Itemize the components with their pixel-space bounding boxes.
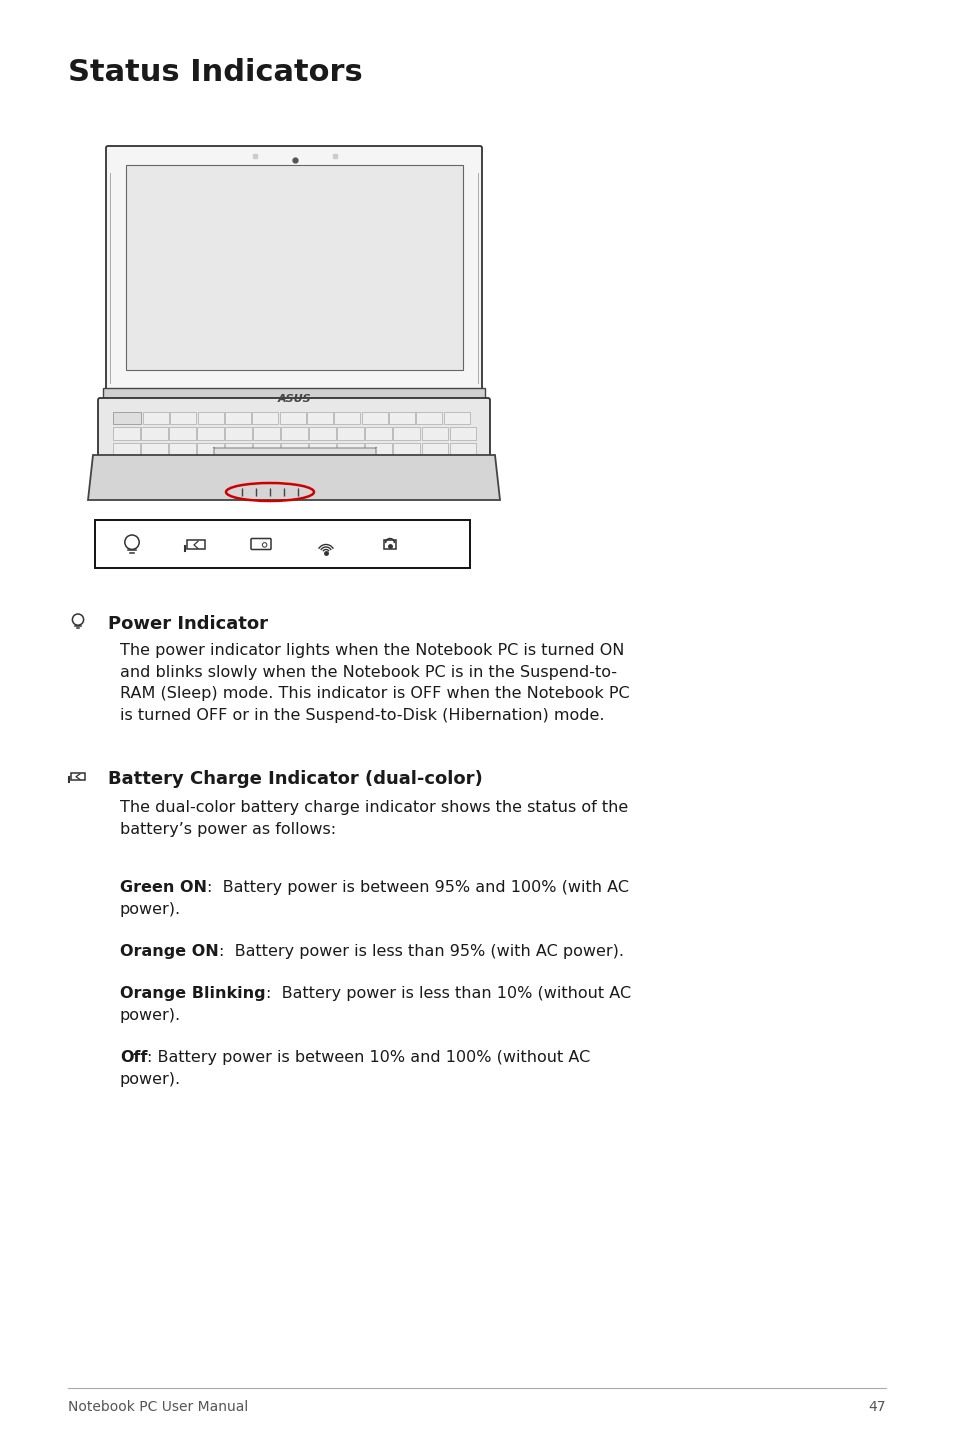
Text: The dual-color battery charge indicator shows the status of the
battery’s power : The dual-color battery charge indicator … bbox=[120, 800, 628, 837]
Bar bbox=[421, 443, 448, 456]
Bar bbox=[253, 459, 280, 472]
Bar bbox=[169, 475, 195, 487]
Text: : Battery power is between 10% and 100% (without AC: : Battery power is between 10% and 100% … bbox=[148, 1050, 590, 1066]
Bar bbox=[169, 427, 195, 440]
Bar bbox=[169, 443, 195, 456]
Bar bbox=[112, 427, 140, 440]
Bar bbox=[141, 443, 168, 456]
Bar bbox=[307, 413, 333, 424]
Bar bbox=[197, 475, 224, 487]
Text: Notebook PC User Manual: Notebook PC User Manual bbox=[68, 1401, 248, 1414]
Bar bbox=[197, 443, 224, 456]
Bar bbox=[197, 427, 224, 440]
Bar bbox=[443, 413, 469, 424]
Text: :  Battery power is between 95% and 100% (with AC: : Battery power is between 95% and 100% … bbox=[207, 880, 628, 894]
Bar bbox=[309, 443, 335, 456]
Bar bbox=[71, 772, 85, 779]
Bar bbox=[225, 443, 252, 456]
Text: power).: power). bbox=[120, 1008, 181, 1022]
Bar bbox=[225, 427, 252, 440]
Text: Orange ON: Orange ON bbox=[120, 943, 218, 959]
FancyBboxPatch shape bbox=[98, 398, 490, 457]
Bar bbox=[337, 443, 364, 456]
Bar bbox=[365, 459, 392, 472]
Bar bbox=[337, 427, 364, 440]
Bar bbox=[393, 427, 420, 440]
Bar bbox=[309, 427, 335, 440]
Bar bbox=[393, 459, 420, 472]
Bar bbox=[337, 459, 364, 472]
Bar bbox=[171, 413, 196, 424]
Text: :  Battery power is less than 95% (with AC power).: : Battery power is less than 95% (with A… bbox=[218, 943, 623, 959]
Bar bbox=[421, 427, 448, 440]
Bar bbox=[141, 427, 168, 440]
Text: Status Indicators: Status Indicators bbox=[68, 58, 362, 88]
Bar bbox=[337, 475, 364, 487]
Bar bbox=[112, 459, 140, 472]
Bar bbox=[361, 413, 387, 424]
Text: power).: power). bbox=[120, 902, 181, 917]
Bar bbox=[281, 427, 308, 440]
Bar bbox=[95, 521, 470, 568]
Bar bbox=[365, 427, 392, 440]
Bar bbox=[141, 459, 168, 472]
Bar bbox=[143, 413, 169, 424]
Bar bbox=[253, 443, 280, 456]
FancyBboxPatch shape bbox=[106, 147, 481, 390]
Bar bbox=[335, 413, 360, 424]
Bar bbox=[112, 475, 140, 487]
Bar bbox=[281, 475, 308, 487]
Bar bbox=[112, 413, 141, 424]
Text: Green ON: Green ON bbox=[120, 880, 207, 894]
Bar bbox=[393, 443, 420, 456]
Bar bbox=[421, 475, 448, 487]
Bar bbox=[103, 388, 484, 400]
Text: Off: Off bbox=[120, 1050, 148, 1066]
Bar bbox=[281, 443, 308, 456]
Bar bbox=[169, 459, 195, 472]
Text: Battery Charge Indicator (dual-color): Battery Charge Indicator (dual-color) bbox=[108, 769, 482, 788]
Polygon shape bbox=[88, 454, 499, 500]
Bar bbox=[383, 541, 395, 548]
Bar bbox=[449, 443, 476, 456]
Text: The power indicator lights when the Notebook PC is turned ON
and blinks slowly w: The power indicator lights when the Note… bbox=[120, 643, 629, 723]
Bar bbox=[416, 413, 442, 424]
Bar bbox=[365, 443, 392, 456]
Bar bbox=[197, 413, 223, 424]
Bar bbox=[126, 165, 462, 370]
Bar bbox=[309, 459, 335, 472]
Bar bbox=[187, 539, 205, 548]
FancyBboxPatch shape bbox=[213, 447, 375, 483]
Bar bbox=[449, 475, 476, 487]
Bar bbox=[449, 459, 476, 472]
Text: ASUS: ASUS bbox=[278, 394, 312, 404]
Bar bbox=[225, 413, 251, 424]
Bar bbox=[141, 475, 168, 487]
Bar bbox=[253, 427, 280, 440]
Bar bbox=[112, 443, 140, 456]
Bar bbox=[389, 413, 415, 424]
Bar bbox=[393, 475, 420, 487]
Bar bbox=[449, 427, 476, 440]
Bar bbox=[225, 459, 252, 472]
Bar bbox=[253, 413, 278, 424]
Text: Orange Blinking: Orange Blinking bbox=[120, 986, 265, 1001]
Text: 47: 47 bbox=[867, 1401, 885, 1414]
Bar bbox=[281, 459, 308, 472]
Bar bbox=[225, 475, 252, 487]
Text: :  Battery power is less than 10% (without AC: : Battery power is less than 10% (withou… bbox=[265, 986, 630, 1001]
FancyBboxPatch shape bbox=[251, 538, 271, 549]
Bar bbox=[197, 459, 224, 472]
Bar bbox=[309, 475, 335, 487]
Bar bbox=[279, 413, 305, 424]
Bar bbox=[253, 475, 280, 487]
Bar bbox=[365, 475, 392, 487]
Text: Power Indicator: Power Indicator bbox=[108, 615, 268, 633]
Bar bbox=[421, 459, 448, 472]
Text: power).: power). bbox=[120, 1071, 181, 1087]
